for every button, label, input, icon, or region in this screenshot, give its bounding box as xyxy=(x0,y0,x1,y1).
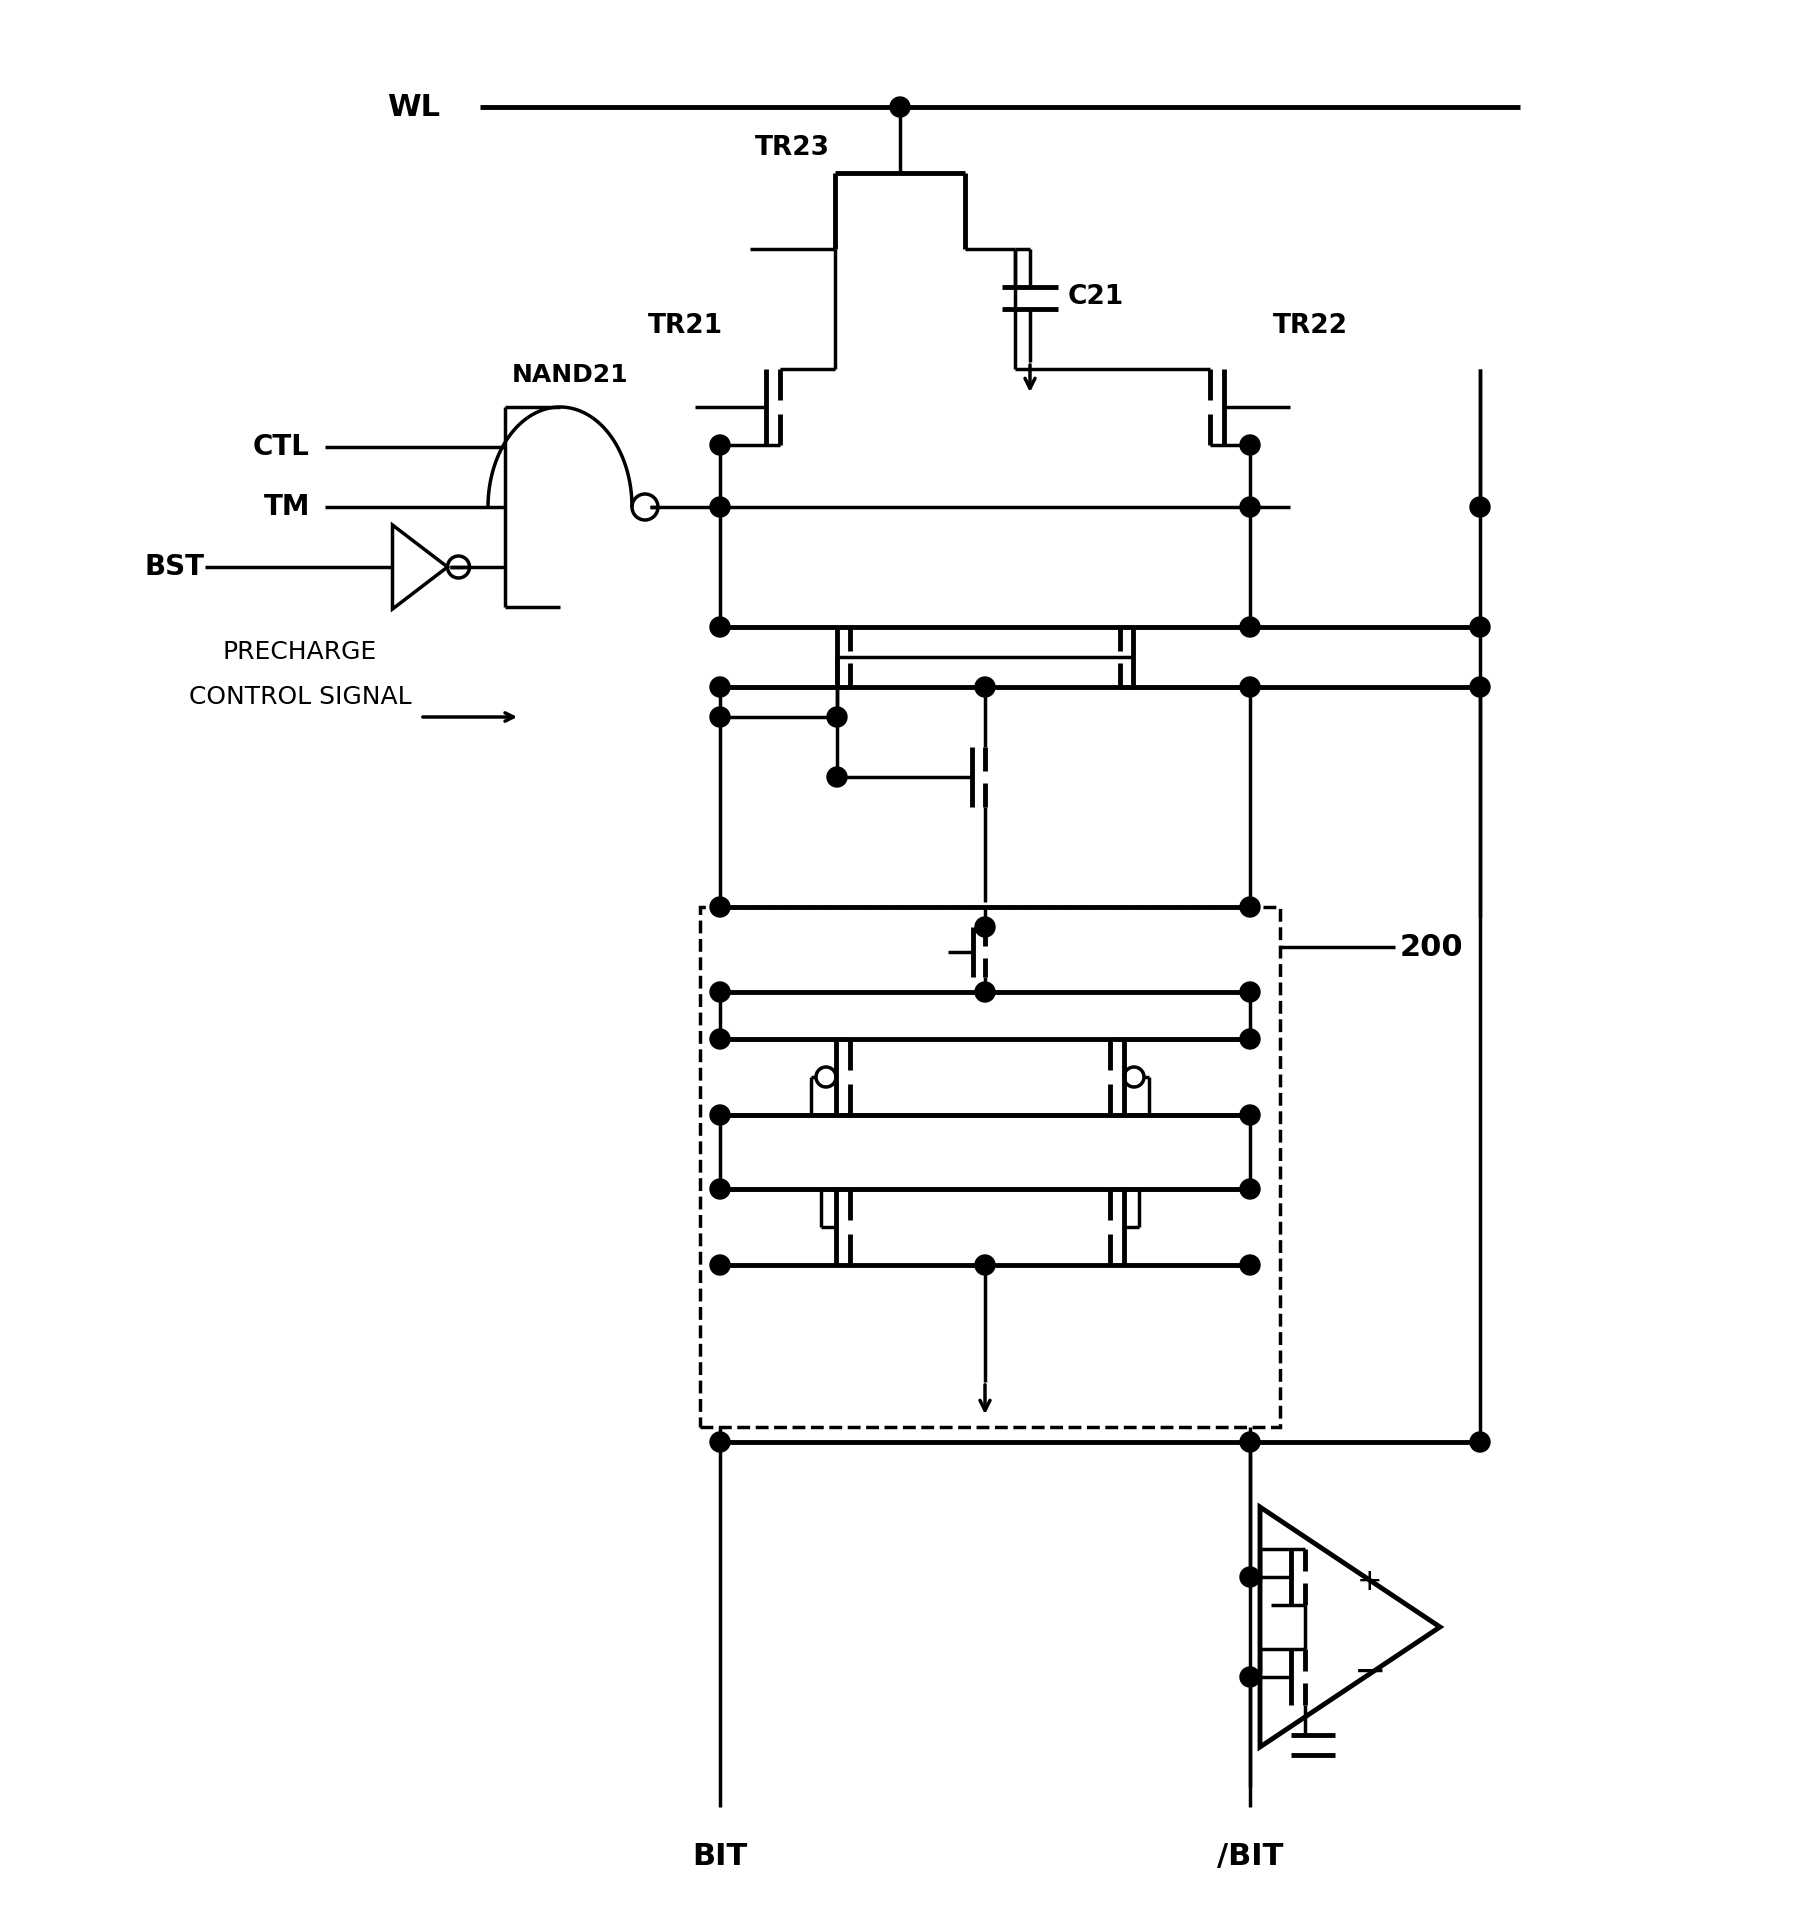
Text: BIT: BIT xyxy=(693,1842,747,1871)
Circle shape xyxy=(711,707,731,727)
Circle shape xyxy=(827,767,847,788)
Circle shape xyxy=(711,1104,731,1125)
Text: +: + xyxy=(1358,1568,1383,1596)
Text: TM: TM xyxy=(264,494,311,521)
Text: TR21: TR21 xyxy=(647,313,722,339)
Circle shape xyxy=(1240,1568,1260,1587)
Circle shape xyxy=(974,1255,994,1276)
Circle shape xyxy=(974,917,994,936)
Circle shape xyxy=(1240,1104,1260,1125)
Circle shape xyxy=(711,1179,731,1200)
Circle shape xyxy=(711,498,731,517)
Text: TR23: TR23 xyxy=(754,135,831,160)
Circle shape xyxy=(711,677,731,696)
Circle shape xyxy=(711,1030,731,1049)
Circle shape xyxy=(891,97,911,116)
Circle shape xyxy=(1240,677,1260,696)
Text: C21: C21 xyxy=(1067,284,1124,311)
Circle shape xyxy=(1240,1432,1260,1451)
Circle shape xyxy=(711,618,731,637)
Text: TR22: TR22 xyxy=(1273,313,1347,339)
Circle shape xyxy=(1240,435,1260,456)
Circle shape xyxy=(1471,1432,1491,1451)
Text: CTL: CTL xyxy=(253,433,311,461)
Circle shape xyxy=(1240,896,1260,917)
Circle shape xyxy=(827,707,847,727)
Circle shape xyxy=(1471,618,1491,637)
Circle shape xyxy=(1240,982,1260,1001)
Circle shape xyxy=(1471,498,1491,517)
Text: CONTROL SIGNAL: CONTROL SIGNAL xyxy=(189,685,411,709)
Circle shape xyxy=(1240,498,1260,517)
Circle shape xyxy=(1240,1255,1260,1276)
Circle shape xyxy=(1240,618,1260,637)
Text: −: − xyxy=(1354,1653,1387,1692)
Text: 200: 200 xyxy=(1400,933,1463,961)
Circle shape xyxy=(711,1255,731,1276)
Circle shape xyxy=(1240,1030,1260,1049)
Circle shape xyxy=(711,435,731,456)
Text: NAND21: NAND21 xyxy=(511,362,629,387)
Circle shape xyxy=(974,982,994,1001)
Circle shape xyxy=(1240,1667,1260,1688)
Circle shape xyxy=(974,677,994,696)
Circle shape xyxy=(711,896,731,917)
Text: BST: BST xyxy=(145,553,205,582)
Text: PRECHARGE: PRECHARGE xyxy=(224,641,376,664)
Text: WL: WL xyxy=(387,93,440,122)
Circle shape xyxy=(1471,677,1491,696)
Circle shape xyxy=(711,982,731,1001)
Circle shape xyxy=(1240,1179,1260,1200)
Circle shape xyxy=(711,1432,731,1451)
Bar xyxy=(700,908,1280,1426)
Text: /BIT: /BIT xyxy=(1216,1842,1284,1871)
